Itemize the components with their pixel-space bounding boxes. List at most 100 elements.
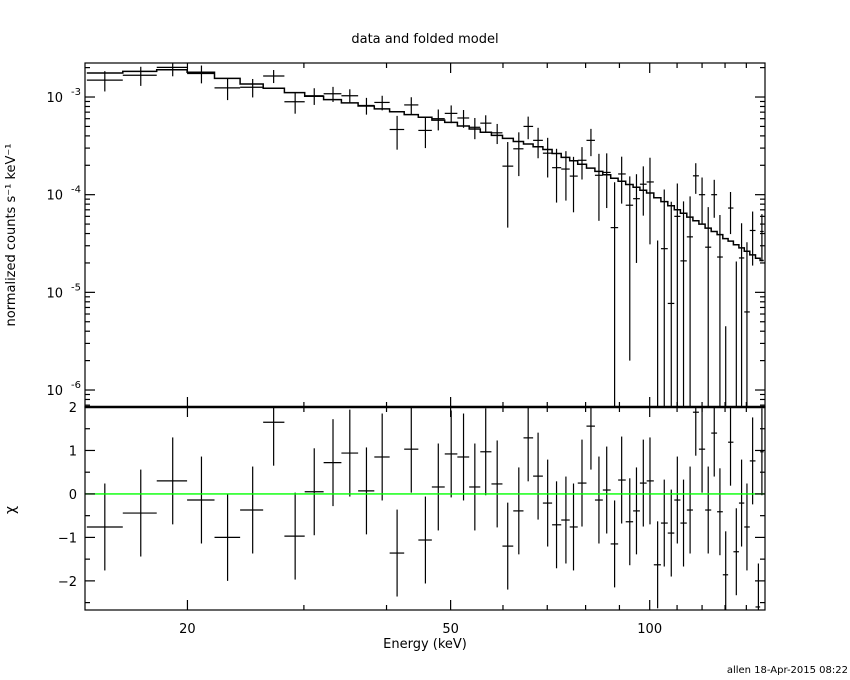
data-point <box>389 115 405 150</box>
data-point <box>523 116 534 140</box>
y-tick-label: 10 <box>46 286 63 301</box>
residual-point <box>444 410 458 498</box>
residual-point <box>469 443 481 531</box>
footer-stamp: allen 18-Apr-2015 08:22 <box>727 665 848 676</box>
residual-point <box>660 479 668 567</box>
y-axis-label-top: normalized counts s⁻¹ keV⁻¹ <box>4 144 19 327</box>
data-point <box>633 174 640 263</box>
residual-point <box>240 466 264 554</box>
data-point <box>304 88 324 105</box>
data-point <box>686 196 693 407</box>
data-point <box>323 86 342 102</box>
residual-point <box>284 492 305 580</box>
residual-point <box>586 407 595 470</box>
residual-point <box>674 456 681 544</box>
data-point <box>602 153 611 209</box>
residual-y-tick-label: −1 <box>58 531 77 546</box>
top-frame <box>84 62 766 408</box>
data-point <box>594 153 603 221</box>
residual-point <box>733 508 739 596</box>
data-point <box>122 66 157 86</box>
data-point <box>674 183 681 407</box>
data-point <box>618 156 626 204</box>
data-point <box>374 95 390 111</box>
data-point <box>469 117 481 140</box>
y-tick-label-exponent: -6 <box>71 380 81 391</box>
data-point <box>625 176 634 361</box>
data-point <box>660 189 668 407</box>
data-point <box>698 177 706 225</box>
residual-point <box>667 489 675 577</box>
residual-point <box>755 563 761 610</box>
residual-point <box>156 437 188 525</box>
data-point <box>263 70 285 84</box>
residual-point <box>323 419 342 507</box>
data-point <box>156 63 188 77</box>
x-tick-label: 100 <box>637 622 662 637</box>
residual-point <box>358 447 375 535</box>
residual-y-tick-label: 2 <box>69 401 77 416</box>
residual-point <box>341 409 359 497</box>
residual-point <box>513 467 524 555</box>
residual-point <box>618 436 626 524</box>
residual-point <box>431 443 445 531</box>
residual-point <box>625 478 634 566</box>
data-point <box>680 201 687 407</box>
residual-point <box>389 509 405 597</box>
residual-point <box>404 407 419 493</box>
data-point <box>542 137 553 178</box>
data-point <box>744 242 750 407</box>
data-point <box>639 166 647 216</box>
residual-point <box>122 469 157 557</box>
model-step-line <box>86 69 764 262</box>
residual-point <box>717 468 723 556</box>
data-point <box>646 157 654 245</box>
y-tick-label: 10 <box>46 384 63 399</box>
data-point <box>358 97 375 115</box>
y-tick-label-exponent: -4 <box>71 185 81 196</box>
residual-point <box>744 483 750 571</box>
residual-point <box>457 413 470 501</box>
data-point <box>187 65 215 84</box>
residual-point <box>569 483 578 571</box>
data-point <box>552 148 562 203</box>
residual-point <box>594 456 603 544</box>
data-point <box>725 326 727 407</box>
residual-y-tick-label: 1 <box>69 444 77 459</box>
data-point <box>86 71 123 92</box>
data-point <box>717 214 723 407</box>
y-axis-label-bottom: χ <box>3 506 19 514</box>
data-point <box>569 156 578 213</box>
data-point <box>533 127 543 159</box>
residual-panel <box>85 407 765 610</box>
data-point <box>610 182 619 407</box>
residual-point <box>263 407 285 466</box>
residual-point <box>187 456 215 544</box>
data-point <box>341 89 359 104</box>
data-point <box>404 97 419 115</box>
residual-y-tick-label: 0 <box>69 488 77 503</box>
data-point <box>667 201 675 407</box>
data-point <box>692 163 699 194</box>
residual-point <box>639 439 647 527</box>
chart-title: data and folded model <box>351 32 498 47</box>
x-tick-label: 50 <box>442 622 459 637</box>
residual-point <box>214 493 241 581</box>
residual-point <box>602 446 611 534</box>
residual-point <box>692 407 699 456</box>
data-point <box>457 110 470 128</box>
residual-point <box>523 407 534 482</box>
residual-point <box>760 408 764 496</box>
data-point <box>561 151 570 201</box>
data-point <box>711 179 718 218</box>
data-point <box>705 207 712 407</box>
y-tick-label: 10 <box>46 91 63 106</box>
residual-point <box>705 466 712 554</box>
data-point <box>284 92 305 114</box>
y-tick-label: 10 <box>46 189 63 204</box>
residual-point <box>502 502 514 590</box>
residual-point <box>646 437 654 525</box>
data-point <box>444 105 458 124</box>
